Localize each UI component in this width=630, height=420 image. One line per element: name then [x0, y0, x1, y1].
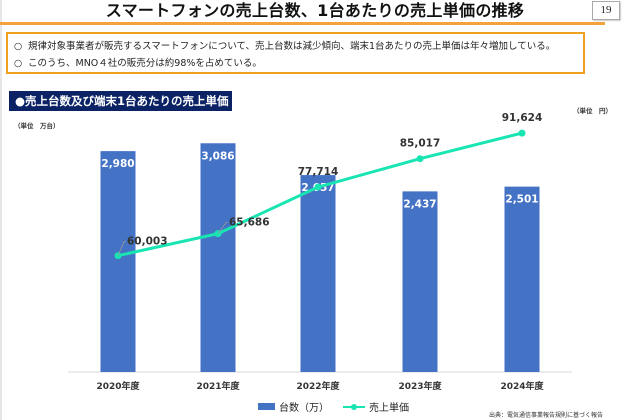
circle-bullet-icon: ○	[14, 41, 23, 52]
legend-bar-swatch	[258, 403, 275, 410]
x-tick-label: 2021年度	[196, 380, 240, 392]
page-number: 19	[592, 1, 620, 20]
summary-box: ○ 規律対象事業者が販売するスマートフォンについて、売上台数は減少傾向、端末1台あ…	[6, 32, 585, 74]
bar-value-label: 2,437	[403, 198, 436, 210]
line-value-label: 65,686	[229, 217, 270, 229]
bar-2022年度	[300, 175, 336, 372]
page-title: スマートフォンの売上台数、1台あたりの売上単価の推移	[105, 1, 525, 20]
legend-line-label: 売上単価	[369, 403, 409, 414]
chart-legend: 台数（万） 売上単価	[258, 399, 409, 414]
bar-value-label: 2,980	[101, 158, 134, 170]
bar-2023年度	[402, 191, 438, 372]
right-axis-unit: （単位 円）	[573, 107, 612, 115]
x-tick-label: 2023年度	[398, 380, 442, 392]
left-border	[0, 0, 2, 420]
summary-text: 規律対象事業者が販売するスマートフォンについて、売上台数は減少傾向、端末1台あた…	[28, 41, 556, 52]
price-point	[416, 155, 424, 163]
line-value-label: 85,017	[400, 138, 441, 150]
title-divider	[0, 22, 605, 25]
bar-2021年度	[200, 143, 236, 372]
leader-line	[217, 222, 228, 234]
price-point	[518, 129, 526, 137]
bar-value-label: 3,086	[201, 150, 234, 162]
summary-text: このうち、MNO４社の販売分は約98%を占めている。	[28, 58, 262, 69]
leader-line	[117, 241, 126, 256]
x-tick-label: 2022年度	[296, 380, 340, 392]
bar-2020年度	[100, 151, 136, 372]
circle-bullet-icon: ○	[14, 58, 23, 69]
summary-item: ○ このうち、MNO４社の販売分は約98%を占めている。	[14, 55, 262, 69]
summary-item: ○ 規律対象事業者が販売するスマートフォンについて、売上台数は減少傾向、端末1台あ…	[14, 38, 555, 52]
left-axis-unit: （単位 万台）	[14, 122, 60, 130]
source-note: 出典：電気通信事業報告規則に基づく報告	[489, 412, 604, 419]
legend-line-swatch	[343, 402, 365, 412]
chart-header: ●売上台数及び端末1台あたりの売上単価	[9, 91, 232, 111]
legend-bar-label: 台数（万）	[279, 403, 329, 414]
price-point	[314, 183, 322, 191]
line-value-label: 77,714	[298, 166, 339, 178]
x-tick-label: 2020年度	[96, 380, 140, 392]
x-tick-label: 2024年度	[500, 380, 544, 392]
bar-2024年度	[504, 186, 540, 372]
line-value-label: 60,003	[127, 236, 168, 248]
line-value-label: 91,624	[502, 112, 543, 124]
bar-value-label: 2,501	[505, 194, 538, 206]
